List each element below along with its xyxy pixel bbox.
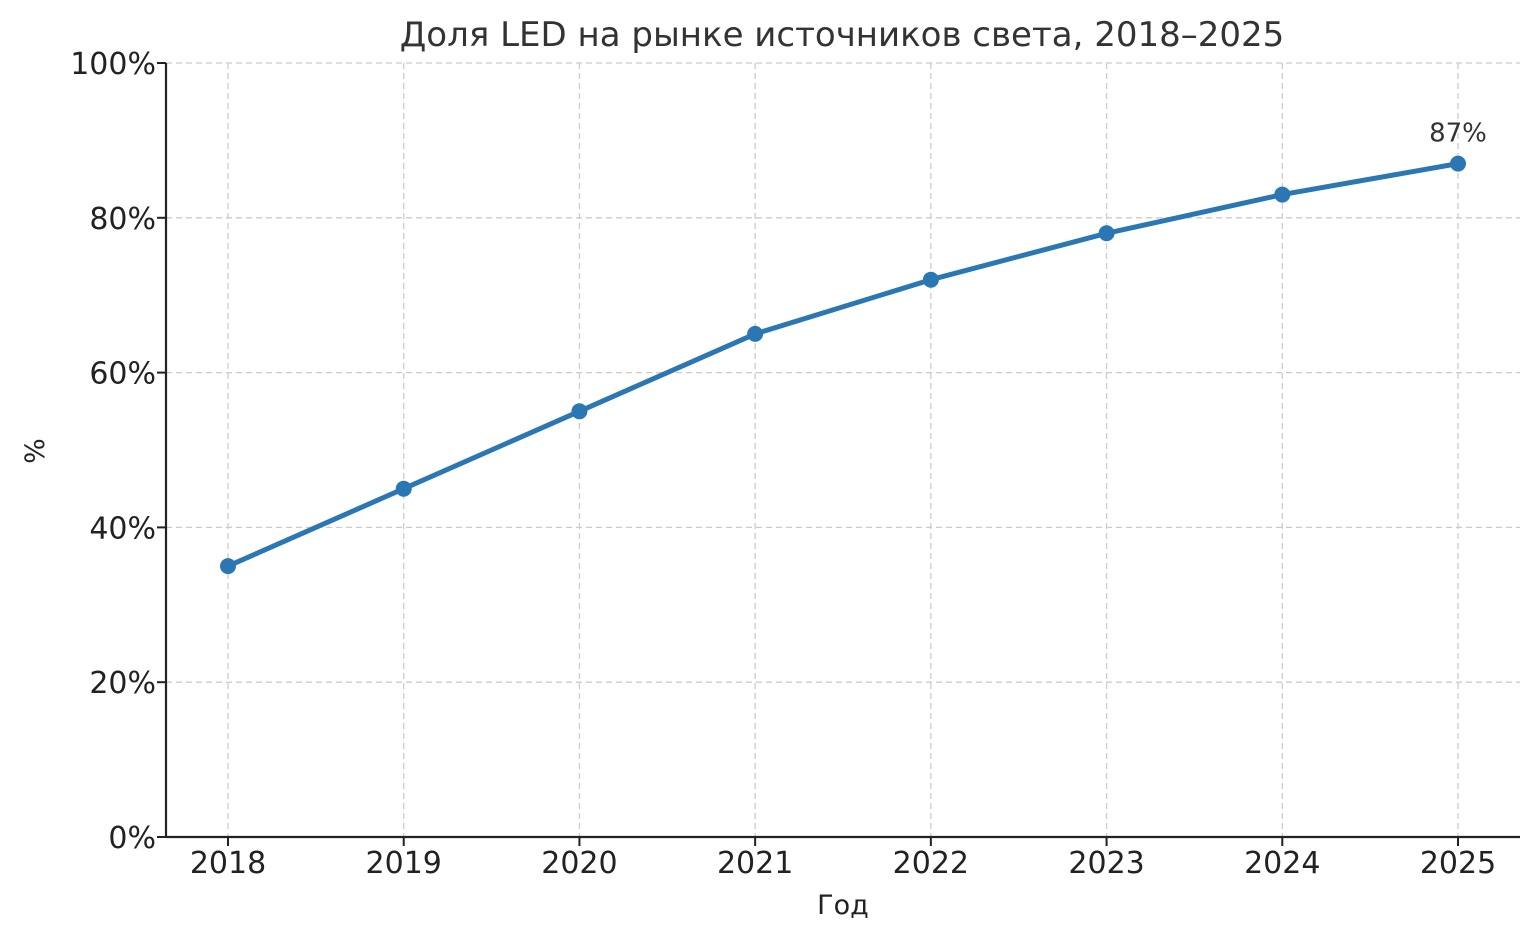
x-tick-label: 2020	[541, 846, 617, 881]
x-axis-label: Год	[817, 890, 869, 921]
data-point	[220, 558, 236, 575]
y-tick-label: 100%	[70, 47, 156, 82]
x-tick-label: 2021	[717, 846, 793, 881]
x-tick-label: 2019	[366, 846, 442, 881]
x-tick-label: 2024	[1244, 846, 1320, 881]
x-tick-label: 2022	[893, 846, 969, 881]
series	[220, 155, 1466, 575]
data-point	[395, 480, 412, 497]
data-point	[1450, 155, 1466, 172]
y-tick-label: 60%	[89, 357, 156, 392]
data-point	[571, 403, 588, 420]
y-tick-label: 40%	[89, 511, 156, 546]
data-point	[747, 325, 764, 342]
data-label: 87%	[1429, 119, 1487, 149]
axes	[164, 63, 1520, 839]
x-tick-label: 2025	[1420, 846, 1496, 881]
y-tick-label: 80%	[89, 202, 156, 237]
y-tick-label: 0%	[108, 821, 156, 856]
data-point	[1098, 225, 1115, 242]
data-labels: 87%	[1429, 119, 1487, 149]
y-tick-label: 20%	[89, 666, 156, 701]
grid	[166, 62, 1520, 837]
x-tick-label: 2018	[190, 846, 266, 881]
chart-title: Доля LED на рынке источников света, 2018…	[400, 15, 1285, 55]
series-line	[225, 161, 1461, 569]
x-tick-label: 2023	[1068, 846, 1144, 881]
data-point	[922, 271, 939, 288]
tick-labels: 0% 20% 40% 60% 80% 100% 2018 2019 2020 2021 2022 20…	[70, 47, 1496, 881]
y-axis-label: %	[20, 438, 51, 464]
data-point	[1274, 186, 1291, 203]
